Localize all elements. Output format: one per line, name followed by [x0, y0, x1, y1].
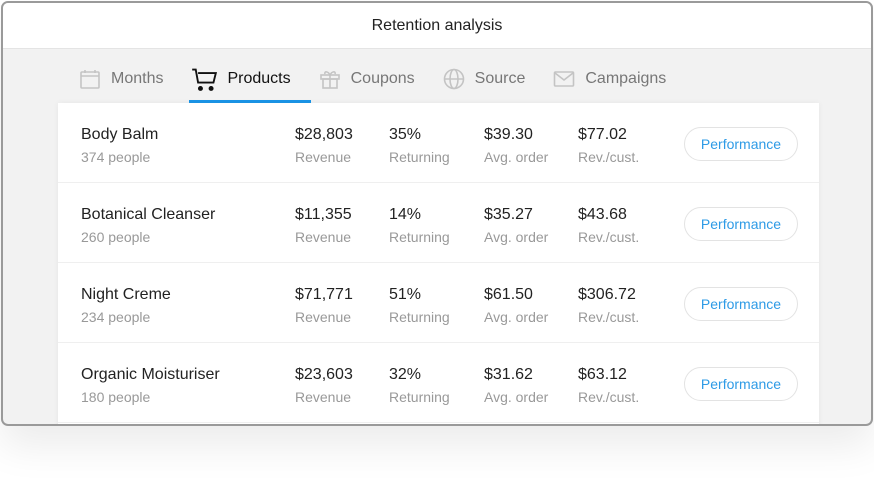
product-row: Body Balm 374 people $28,803 Revenue 35% Re…: [58, 103, 819, 183]
rev-cust-label: Rev./cust.: [578, 229, 640, 245]
revenue-label: Revenue: [295, 149, 352, 165]
revenue-value: $28,803: [295, 126, 353, 143]
people-count: 374 people: [81, 149, 151, 165]
avg-order-value: $35.27: [484, 206, 533, 223]
tab-campaigns[interactable]: Campaigns: [553, 55, 682, 103]
tab-label: Source: [474, 70, 526, 87]
returning-label: Returning: [389, 309, 450, 325]
product-row: Botanical Cleanser 260 people $11,355 Reve…: [58, 183, 819, 263]
avg-order-value: $61.50: [484, 286, 533, 303]
people-count: 234 people: [81, 309, 151, 325]
tab-label: Campaigns: [585, 70, 667, 87]
rev-cust-label: Rev./cust.: [578, 309, 640, 325]
returning-value: 14%: [389, 206, 422, 223]
cart-icon: [192, 68, 218, 91]
tab-bar: Months Products Coupons Source Campaigns: [79, 55, 694, 103]
rev-cust-value: $77.02: [578, 126, 627, 143]
gift-icon: [319, 71, 340, 89]
returning-value: 35%: [389, 126, 422, 143]
app-window: Retention analysis Months Products Coupo…: [1, 1, 873, 426]
tab-label: Coupons: [350, 70, 415, 87]
rev-cust-value: $43.68: [578, 206, 627, 223]
product-row: Night Creme 234 people $71,771 Revenue 51%…: [58, 263, 819, 343]
returning-label: Returning: [389, 229, 450, 245]
window-title: Retention analysis: [3, 3, 871, 49]
returning-label: Returning: [389, 149, 450, 165]
revenue-value: $11,355: [295, 206, 352, 223]
performance-button[interactable]: Performance: [684, 207, 798, 241]
mail-icon: [554, 71, 575, 87]
people-count: 260 people: [81, 229, 151, 245]
people-count: 180 people: [81, 389, 151, 405]
avg-order-label: Avg. order: [484, 389, 549, 405]
revenue-label: Revenue: [295, 389, 352, 405]
product-name: Botanical Cleanser: [81, 206, 216, 223]
tab-coupons[interactable]: Coupons: [319, 55, 431, 103]
rev-cust-value: $306.72: [578, 286, 636, 303]
tab-products[interactable]: Products: [189, 55, 311, 103]
avg-order-label: Avg. order: [484, 309, 549, 325]
rev-cust-label: Rev./cust.: [578, 389, 640, 405]
product-name: Body Balm: [81, 126, 159, 143]
rev-cust-label: Rev./cust.: [578, 149, 640, 165]
calendar-icon: [80, 70, 100, 89]
tab-label: Products: [227, 70, 291, 87]
returning-label: Returning: [389, 389, 450, 405]
globe-icon: [443, 68, 464, 90]
revenue-label: Revenue: [295, 229, 352, 245]
performance-button[interactable]: Performance: [684, 367, 798, 401]
revenue-label: Revenue: [295, 309, 352, 325]
returning-value: 51%: [389, 286, 422, 303]
avg-order-label: Avg. order: [484, 229, 549, 245]
tab-label: Months: [111, 70, 164, 87]
product-name: Organic Moisturiser: [81, 366, 220, 383]
products-list: Body Balm 374 people $28,803 Revenue 35% Re…: [58, 103, 819, 424]
performance-button[interactable]: Performance: [684, 127, 798, 161]
product-name: Night Creme: [81, 286, 171, 303]
revenue-value: $71,771: [295, 286, 353, 303]
revenue-value: $23,603: [295, 366, 353, 383]
avg-order-value: $31.62: [484, 366, 533, 383]
tab-months[interactable]: Months: [79, 55, 179, 103]
returning-value: 32%: [389, 366, 422, 383]
tab-source[interactable]: Source: [443, 55, 542, 103]
performance-button[interactable]: Performance: [684, 287, 798, 321]
avg-order-value: $39.30: [484, 126, 533, 143]
product-row: Organic Moisturiser 180 people $23,603 Rev…: [58, 343, 819, 423]
rev-cust-value: $63.12: [578, 366, 627, 383]
avg-order-label: Avg. order: [484, 149, 549, 165]
